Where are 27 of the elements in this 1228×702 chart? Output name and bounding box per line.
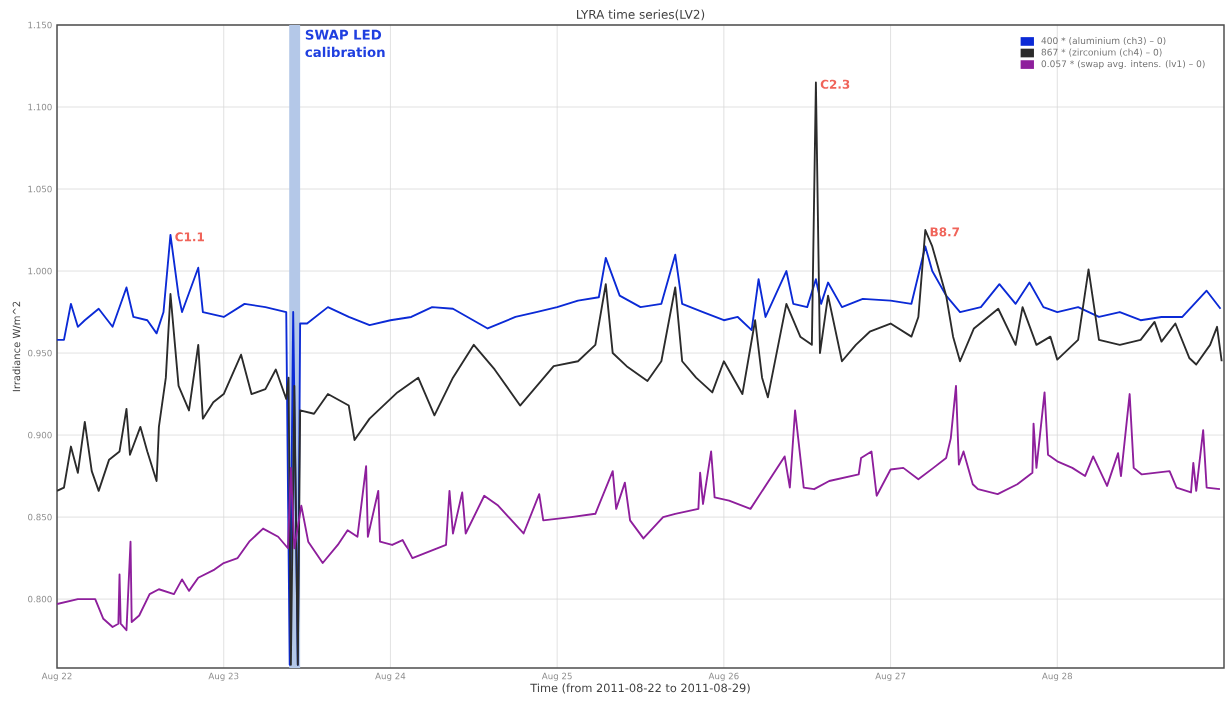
y-tick-label: 1.100	[28, 103, 52, 111]
chart-title: LYRA time series(LV2)	[577, 9, 705, 21]
band-label: SWAP LED calibration	[305, 29, 385, 58]
y-tick-label: 0.800	[28, 595, 52, 603]
legend-label: 400 * (aluminium (ch3) – 0)	[1041, 37, 1166, 46]
y-tick-label: 1.150	[28, 21, 52, 29]
y-tick-label: 1.050	[28, 185, 52, 193]
y-tick-label: 0.950	[28, 349, 52, 357]
x-tick-label: Aug 27	[875, 672, 906, 681]
x-tick-label: Aug 28	[1042, 672, 1073, 681]
x-tick-label: Aug 24	[375, 672, 406, 681]
annotation: B8.7	[930, 227, 960, 237]
x-tick-label: Aug 22	[41, 672, 72, 681]
y-tick-label: 0.850	[28, 513, 52, 521]
legend-label: 0.057 * (swap avg. intens. (lv1) – 0)	[1041, 60, 1205, 69]
line-series	[57, 384, 1221, 632]
annotation: C2.3	[820, 79, 850, 89]
x-axis-title: Time (from 2011-08-22 to 2011-08-29)	[530, 683, 750, 694]
legend-label: 867 * (zirconium (ch4) – 0)	[1041, 48, 1162, 57]
x-tick-label: Aug 25	[541, 672, 572, 681]
x-tick-label: Aug 23	[208, 672, 239, 681]
y-tick-label: 1.000	[28, 267, 52, 275]
x-tick-label: Aug 26	[708, 672, 739, 681]
line-series	[57, 81, 1223, 666]
y-axis-title: Irradiance W/m^2	[12, 301, 21, 392]
annotation: C1.1	[175, 232, 204, 242]
y-tick-label: 0.900	[28, 431, 52, 439]
